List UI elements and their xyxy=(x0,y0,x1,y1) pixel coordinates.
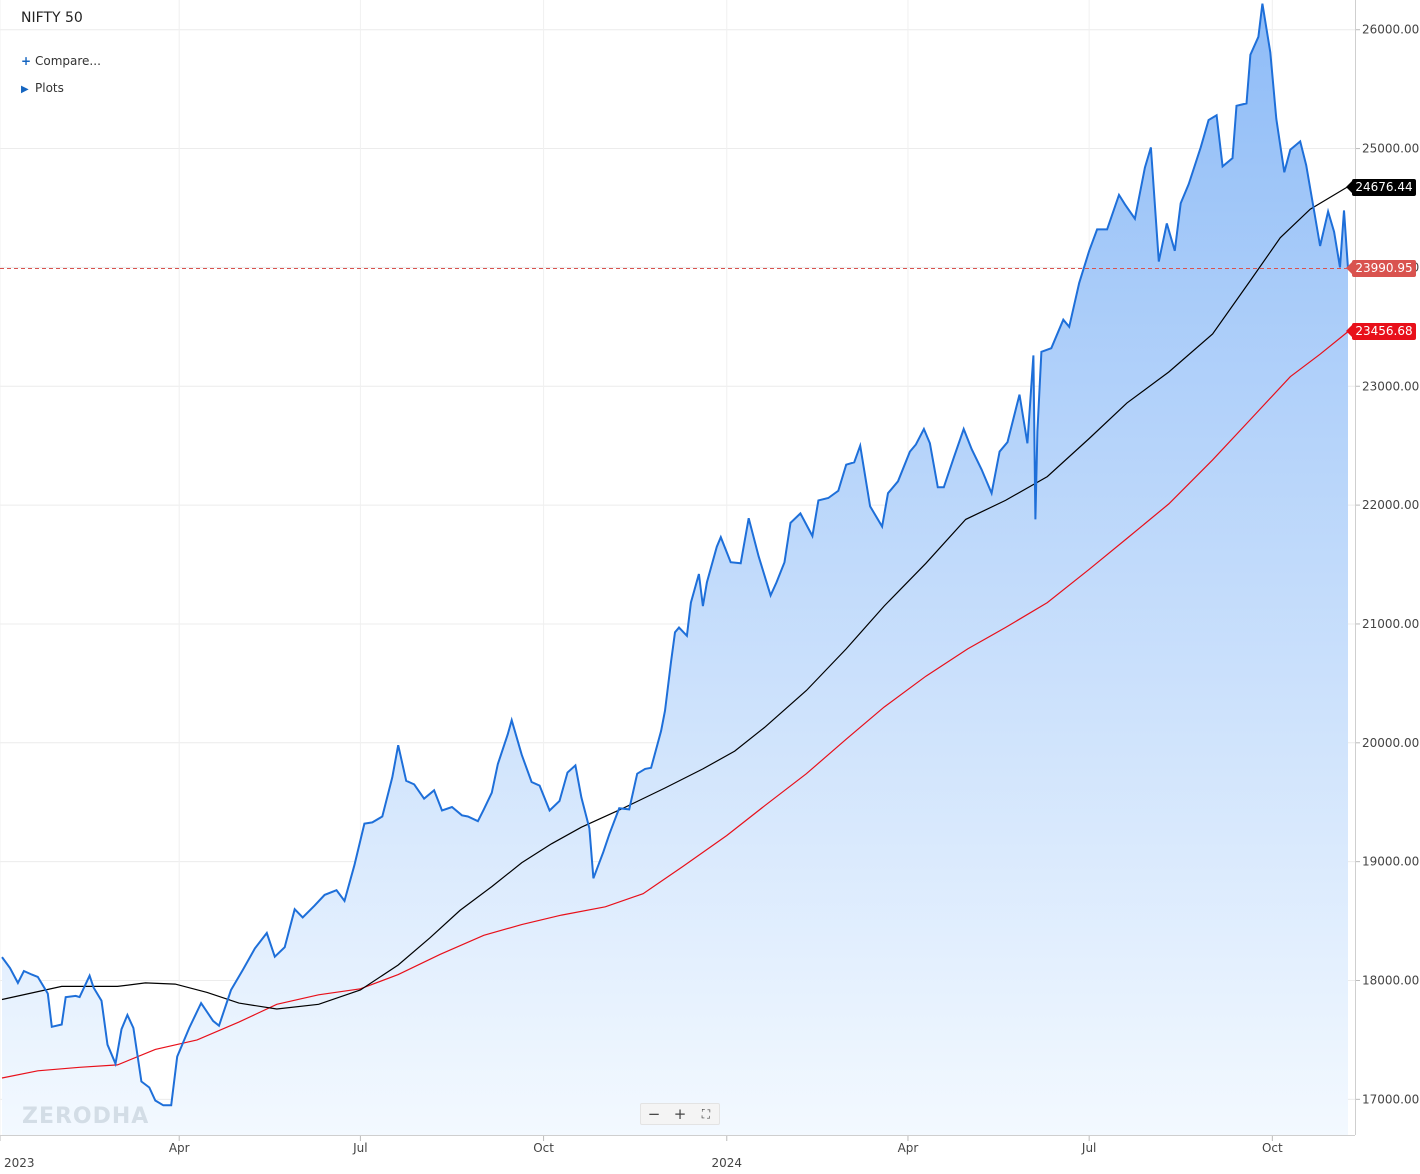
x-axis: 2023 Apr Jul Oct 2024 Apr Jul Oct xyxy=(0,1135,1283,1170)
plots-label: Plots xyxy=(35,81,64,95)
x-tick-label: Oct xyxy=(1262,1141,1283,1155)
triangle-right-icon: ▶ xyxy=(21,84,29,95)
last-price-tag: 23990.95 xyxy=(1346,259,1416,277)
y-tick-label: 26000.00 xyxy=(1362,23,1419,37)
y-tick-label: 19000.00 xyxy=(1362,855,1419,869)
x-tick-label: Oct xyxy=(533,1141,554,1155)
zoom-in-button[interactable]: + xyxy=(673,1105,687,1123)
y-tick-label: 23000.00 xyxy=(1362,379,1419,393)
x-tick-label: Jul xyxy=(352,1141,367,1155)
compare-button[interactable]: + Compare... xyxy=(21,54,101,68)
plots-toggle[interactable]: ▶ Plots xyxy=(21,81,64,95)
x-tick-label: Jul xyxy=(1081,1141,1096,1155)
y-tick-label: 17000.00 xyxy=(1362,1092,1419,1106)
zoom-out-button[interactable]: − xyxy=(647,1105,661,1123)
zerodha-watermark: ZERODHA xyxy=(22,1104,150,1129)
sma-long-value-tag: 23456.68 xyxy=(1346,323,1416,341)
plus-icon: + xyxy=(21,54,32,68)
compare-label: Compare... xyxy=(35,54,101,68)
y-tick-label: 21000.00 xyxy=(1362,617,1419,631)
zoom-fit-button[interactable]: ⛶ xyxy=(701,1107,711,1121)
chart-title: NIFTY 50 xyxy=(21,10,83,26)
zoom-controls: − + ⛶ xyxy=(640,1103,720,1125)
y-tick-label: 20000.00 xyxy=(1362,736,1419,750)
y-tick-label: 22000.00 xyxy=(1362,498,1419,512)
sma-short-value-tag: 24676.44 xyxy=(1346,178,1416,196)
y-tick-label: 18000.00 xyxy=(1362,973,1419,987)
price-line xyxy=(1,3,1349,1107)
price-area-fill xyxy=(2,3,1348,1136)
sma-long-line xyxy=(1,331,1349,1079)
x-tick-label: 2024 xyxy=(711,1156,742,1170)
x-tick-label: Apr xyxy=(169,1141,190,1155)
x-tick-label: 2023 xyxy=(4,1156,35,1170)
x-tick-label: Apr xyxy=(898,1141,919,1155)
y-tick-label: 25000.00 xyxy=(1362,142,1419,156)
sma-short-line xyxy=(1,186,1349,1010)
